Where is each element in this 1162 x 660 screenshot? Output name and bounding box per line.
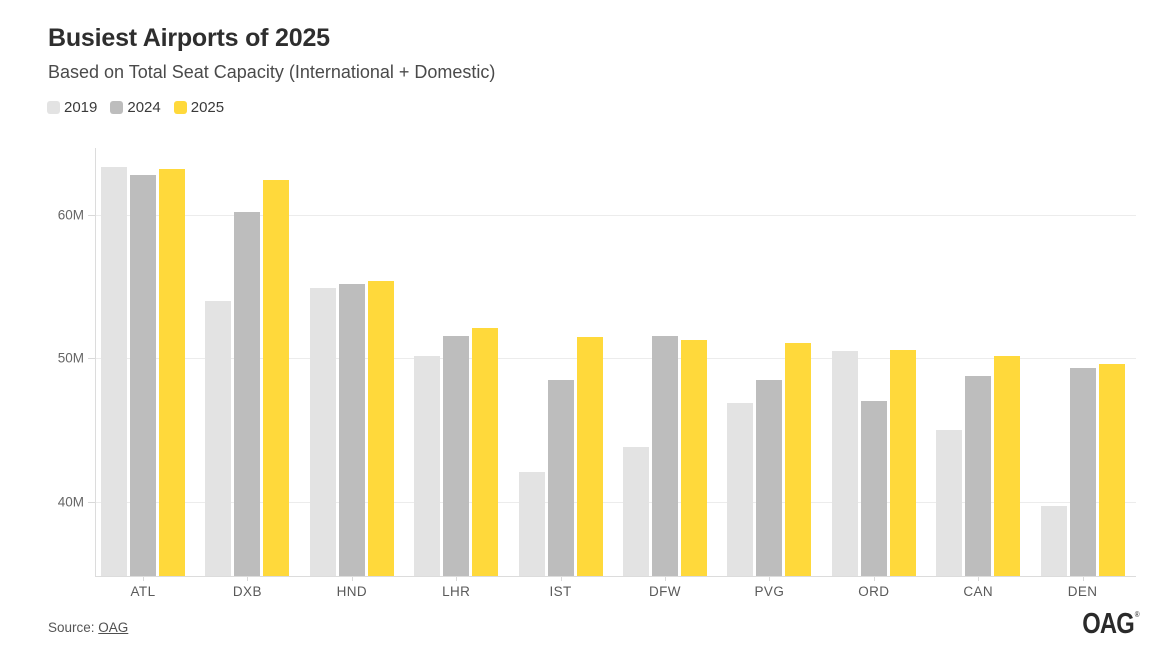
bar-HND-2019 <box>309 288 336 576</box>
bar-ATL-2024 <box>130 175 156 576</box>
bar-LHR-2025 <box>472 328 499 576</box>
x-axis-tick <box>351 577 353 581</box>
legend-item-2024: 2024 <box>110 99 161 116</box>
x-axis-tick <box>769 577 771 581</box>
bar-IST-2019 <box>518 471 545 576</box>
legend-swatch-2025 <box>173 101 187 114</box>
chart-title: Busiest Airports of 2025 <box>48 24 330 52</box>
bar-PVG-2025 <box>785 342 812 576</box>
x-axis-tick <box>873 577 875 581</box>
legend-label: 2024 <box>127 99 161 116</box>
bar-ATL-2025 <box>159 169 185 576</box>
bar-ORD-2019 <box>831 351 858 576</box>
bar-IST-2024 <box>547 379 574 576</box>
bar-LHR-2024 <box>443 335 470 576</box>
bar-CAN-2019 <box>936 430 963 576</box>
gridline-40M <box>96 501 1136 503</box>
bar-DXB-2024 <box>234 212 261 576</box>
x-axis-label-IST: IST <box>549 584 572 599</box>
gridline-50M <box>96 358 1136 360</box>
y-axis-tick <box>88 215 95 217</box>
plot-area: 40M 50M 60M ATL DXB HND LHR IST DFW PVG ORD CAN DEN <box>58 148 1136 599</box>
y-axis-label: 60M <box>57 207 84 223</box>
x-axis-tick <box>456 577 458 581</box>
bar-DFW-2019 <box>623 447 649 576</box>
oag-logo-text: OAG <box>1082 608 1135 640</box>
bar-DFW-2025 <box>681 339 707 576</box>
x-axis-tick <box>665 577 666 581</box>
legend-label: 2025 <box>190 99 225 116</box>
x-axis-label-ATL: ATL <box>130 584 156 599</box>
legend-label: 2019 <box>64 99 98 116</box>
bar-DEN-2019 <box>1040 505 1067 576</box>
chart-subtitle: Based on Total Seat Capacity (Internatio… <box>48 62 496 82</box>
legend-swatch-2024 <box>110 101 124 114</box>
legend-item-2025: 2025 <box>173 99 225 116</box>
x-axis-label-CAN: CAN <box>963 584 994 599</box>
oag-logo: OAG® <box>1082 608 1140 641</box>
source-prefix: Source: <box>48 620 99 635</box>
x-axis-tick <box>1082 577 1084 581</box>
legend: 2019 2024 2025 <box>47 99 224 116</box>
x-axis-label-LHR: LHR <box>442 584 471 599</box>
bar-ORD-2025 <box>889 349 916 576</box>
x-axis-label-PVG: PVG <box>754 584 785 599</box>
x-axis-label-DXB: DXB <box>232 584 262 599</box>
registered-mark: ® <box>1134 610 1140 619</box>
y-axis-tick <box>88 358 95 360</box>
y-axis-tick <box>88 501 95 503</box>
source-note: Source: OAG <box>48 620 128 635</box>
bar-DXB-2025 <box>263 179 290 576</box>
bar-CAN-2025 <box>994 355 1021 576</box>
bar-ATL-2019 <box>101 166 127 576</box>
bar-IST-2025 <box>576 336 603 576</box>
bar-PVG-2019 <box>727 402 754 576</box>
x-axis-tick <box>978 577 980 581</box>
bar-CAN-2024 <box>965 375 992 576</box>
bar-DEN-2025 <box>1098 364 1125 576</box>
bar-HND-2024 <box>338 284 365 576</box>
x-axis-label-DEN: DEN <box>1067 584 1098 599</box>
bar-HND-2025 <box>367 281 394 576</box>
bar-DXB-2019 <box>205 301 232 576</box>
gridline-60M <box>96 215 1136 217</box>
bar-DEN-2024 <box>1069 368 1096 576</box>
legend-swatch-2019 <box>47 101 60 114</box>
legend-item-2019: 2019 <box>47 99 97 116</box>
bar-LHR-2019 <box>414 355 441 576</box>
bar-DFW-2024 <box>652 335 678 576</box>
x-axis-tick <box>143 577 144 581</box>
y-axis-label: 50M <box>57 350 84 366</box>
bar-ORD-2024 <box>860 401 887 576</box>
x-axis-tick <box>560 577 562 581</box>
x-axis-tick <box>247 577 249 581</box>
y-axis-label: 40M <box>57 494 84 510</box>
source-link[interactable]: OAG <box>98 620 129 635</box>
x-axis-label-ORD: ORD <box>858 584 890 599</box>
x-axis-label-DFW: DFW <box>649 584 681 599</box>
x-axis-label-HND: HND <box>336 584 368 599</box>
bar-PVG-2024 <box>756 379 783 576</box>
